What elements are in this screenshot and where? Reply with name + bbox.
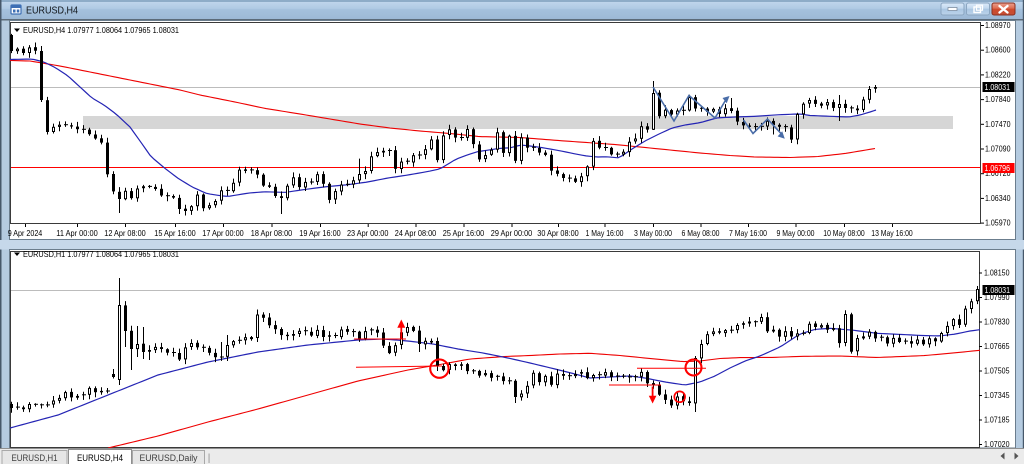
svg-text:11 Apr 00:00: 11 Apr 00:00 bbox=[56, 228, 98, 238]
svg-text:1.07185: 1.07185 bbox=[984, 415, 1010, 425]
svg-text:10 May 08:00: 10 May 08:00 bbox=[823, 228, 865, 238]
svg-text:1.08150: 1.08150 bbox=[984, 268, 1010, 278]
svg-text:1.07345: 1.07345 bbox=[984, 390, 1010, 400]
svg-text:3 May 00:00: 3 May 00:00 bbox=[634, 228, 672, 238]
svg-text:24 Apr 08:00: 24 Apr 08:00 bbox=[395, 228, 437, 238]
svg-text:1.07830: 1.07830 bbox=[984, 317, 1010, 327]
svg-text:EURUSD,H4: EURUSD,H4 bbox=[26, 5, 78, 17]
svg-text:1.08031: 1.08031 bbox=[985, 285, 1011, 295]
svg-text:1.06720: 1.06720 bbox=[985, 168, 1011, 178]
svg-text:9 Apr 2024: 9 Apr 2024 bbox=[8, 228, 43, 238]
svg-text:25 Apr 16:00: 25 Apr 16:00 bbox=[443, 228, 485, 238]
svg-text:EURUSD,H1 1.07977 1.08064 1.0: EURUSD,H1 1.07977 1.08064 1.07965 1.0803… bbox=[23, 249, 179, 259]
svg-text:30 Apr 08:00: 30 Apr 08:00 bbox=[537, 228, 579, 238]
svg-text:15 Apr 16:00: 15 Apr 16:00 bbox=[154, 228, 196, 238]
svg-text:6 May 08:00: 6 May 08:00 bbox=[682, 228, 720, 238]
svg-text:EURUSD,H1: EURUSD,H1 bbox=[12, 453, 58, 464]
svg-text:1.08031: 1.08031 bbox=[985, 82, 1011, 92]
svg-text:1.07840: 1.07840 bbox=[985, 94, 1011, 104]
svg-text:1.08220: 1.08220 bbox=[985, 69, 1011, 79]
svg-text:1 May 16:00: 1 May 16:00 bbox=[586, 228, 624, 238]
svg-text:1.05970: 1.05970 bbox=[985, 218, 1011, 228]
svg-text:17 Apr 00:00: 17 Apr 00:00 bbox=[202, 228, 244, 238]
svg-text:|: | bbox=[208, 453, 211, 464]
svg-text:1.07020: 1.07020 bbox=[984, 439, 1010, 449]
svg-text:19 Apr 16:00: 19 Apr 16:00 bbox=[299, 228, 341, 238]
svg-text:23 Apr 00:00: 23 Apr 00:00 bbox=[347, 228, 389, 238]
svg-text:1.08600: 1.08600 bbox=[985, 45, 1011, 55]
svg-text:9 May 00:00: 9 May 00:00 bbox=[777, 228, 815, 238]
svg-text:1.07665: 1.07665 bbox=[984, 341, 1010, 351]
svg-text:1.06340: 1.06340 bbox=[985, 193, 1011, 203]
svg-text:EURUSD,H4: EURUSD,H4 bbox=[77, 453, 123, 464]
svg-text:13 May 16:00: 13 May 16:00 bbox=[871, 228, 913, 238]
svg-text:1.07090: 1.07090 bbox=[985, 144, 1011, 154]
svg-text:1.07990: 1.07990 bbox=[984, 292, 1010, 302]
svg-text:1.08970: 1.08970 bbox=[985, 20, 1011, 30]
svg-text:1.06796: 1.06796 bbox=[985, 163, 1011, 173]
svg-text:7 May 16:00: 7 May 16:00 bbox=[729, 228, 767, 238]
svg-text:1.07470: 1.07470 bbox=[985, 119, 1011, 129]
svg-text:29 Apr 00:00: 29 Apr 00:00 bbox=[491, 228, 533, 238]
svg-text:EURUSD,Daily: EURUSD,Daily bbox=[140, 453, 198, 464]
svg-text:18 Apr 08:00: 18 Apr 08:00 bbox=[251, 228, 293, 238]
svg-text:1.07505: 1.07505 bbox=[984, 366, 1010, 376]
svg-text:12 Apr 08:00: 12 Apr 08:00 bbox=[104, 228, 146, 238]
svg-text:EURUSD,H4 1.07977 1.08064 1.0: EURUSD,H4 1.07977 1.08064 1.07965 1.0803… bbox=[23, 25, 179, 35]
